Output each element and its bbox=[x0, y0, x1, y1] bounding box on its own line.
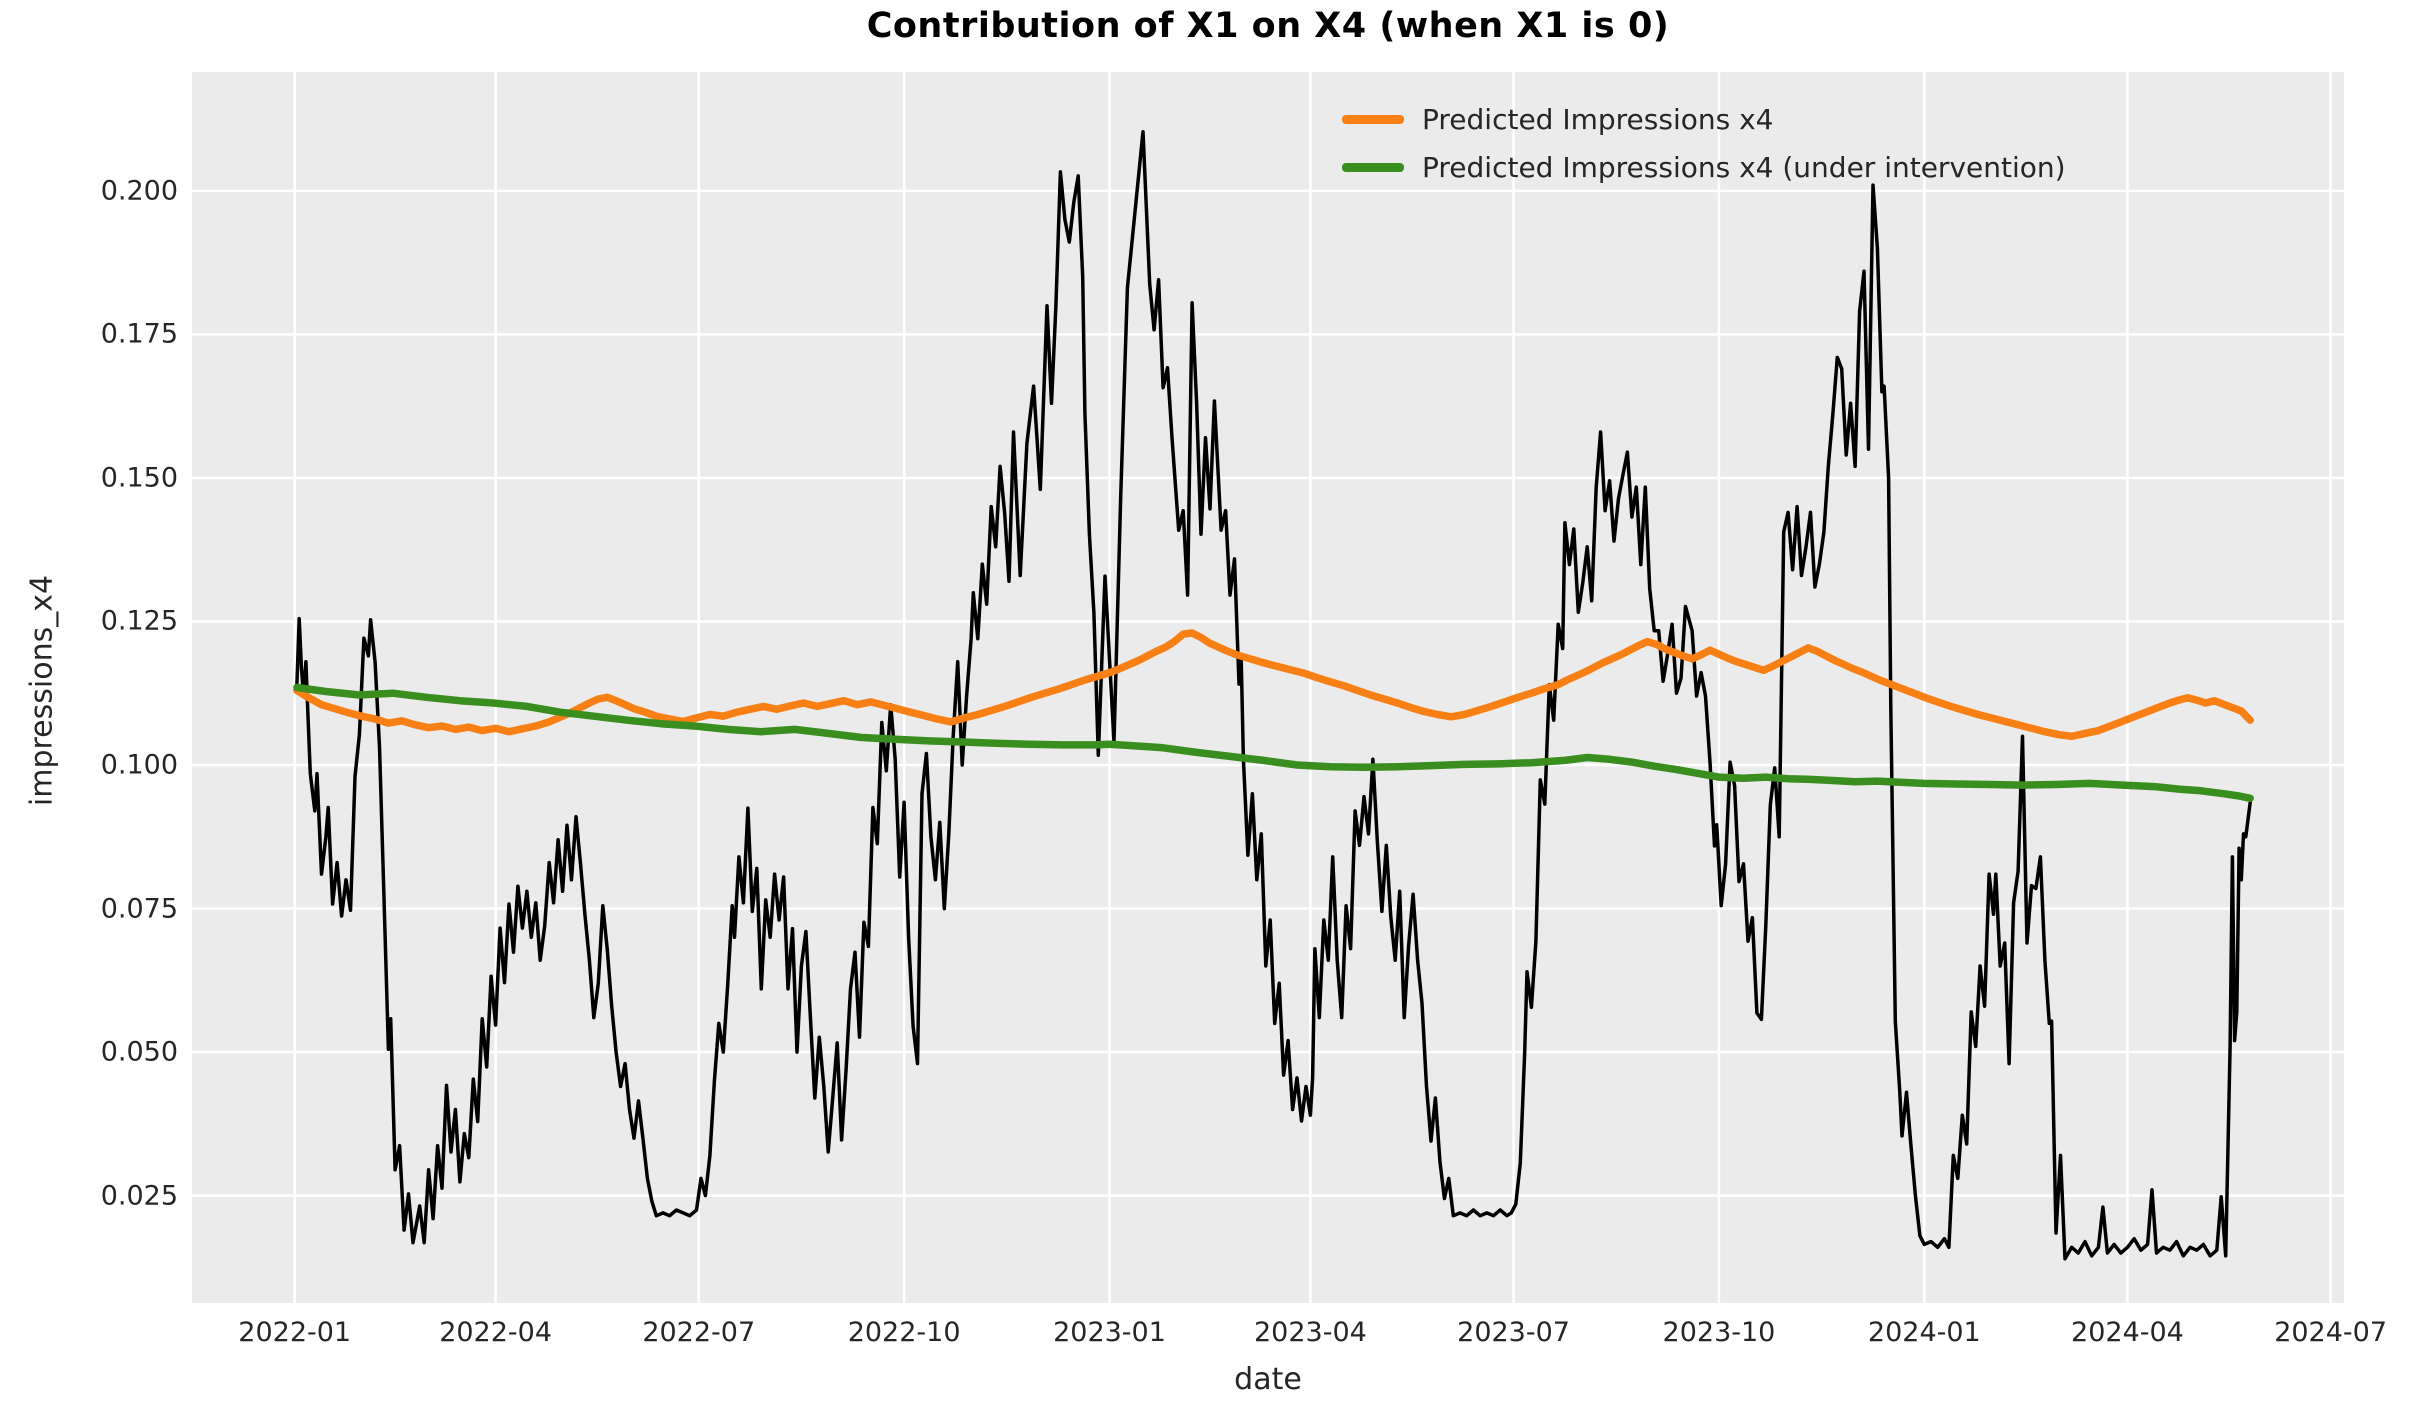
y-tick-label: 0.125 bbox=[100, 605, 178, 637]
legend: Predicted Impressions x4 Predicted Impre… bbox=[1342, 103, 2066, 184]
y-axis-label: impressions_x4 bbox=[24, 574, 60, 807]
x-tick-label: 2024-04 bbox=[2071, 1317, 2184, 1348]
y-tick-label: 0.050 bbox=[100, 1036, 178, 1068]
y-tick-label: 0.150 bbox=[100, 462, 178, 494]
legend-item-intervention: Predicted Impressions x4 (under interven… bbox=[1342, 151, 2066, 184]
y-tick-label: 0.175 bbox=[100, 318, 178, 350]
y-tick-label: 0.025 bbox=[100, 1180, 178, 1212]
legend-label: Predicted Impressions x4 bbox=[1422, 103, 1774, 136]
chart-title: Contribution of X1 on X4 (when X1 is 0) bbox=[866, 6, 1670, 46]
plot-area bbox=[192, 72, 2344, 1303]
legend-label: Predicted Impressions x4 (under interven… bbox=[1422, 151, 2066, 184]
plot-canvas bbox=[192, 72, 2344, 1303]
legend-line-green-icon bbox=[1342, 163, 1404, 172]
y-tick-label: 0.075 bbox=[100, 893, 178, 925]
x-tick-label: 2023-04 bbox=[1254, 1317, 1367, 1348]
series-predicted-impressions-x4 bbox=[293, 629, 2254, 741]
x-tick-label: 2024-01 bbox=[1867, 1317, 1981, 1348]
x-tick-label: 2022-07 bbox=[642, 1317, 756, 1348]
x-tick-label: 2022-01 bbox=[238, 1317, 352, 1348]
legend-line-orange-icon bbox=[1342, 115, 1404, 124]
y-tick-label: 0.100 bbox=[100, 749, 178, 781]
x-axis-label: date bbox=[1234, 1362, 1302, 1397]
y-tick-label: 0.200 bbox=[100, 175, 178, 207]
x-tick-label: 2023-01 bbox=[1053, 1317, 1166, 1348]
x-tick-label: 2024-07 bbox=[2274, 1317, 2387, 1348]
x-tick-label: 2023-10 bbox=[1662, 1317, 1776, 1348]
series-impressions-x4-actual bbox=[295, 129, 2252, 1261]
x-tick-label: 2023-07 bbox=[1457, 1317, 1570, 1348]
x-tick-label: 2022-04 bbox=[439, 1317, 552, 1348]
series-predicted-impressions-x4-under-intervention- bbox=[293, 683, 2254, 803]
x-tick-label: 2022-10 bbox=[847, 1317, 961, 1348]
legend-item-predicted: Predicted Impressions x4 bbox=[1342, 103, 2066, 136]
